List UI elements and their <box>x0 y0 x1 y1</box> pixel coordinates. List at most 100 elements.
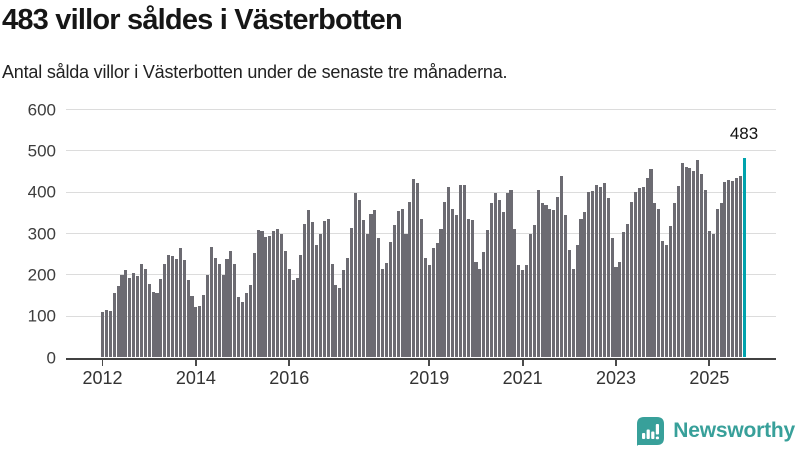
bar <box>202 295 206 358</box>
x-axis-tick <box>428 360 431 366</box>
bar <box>116 286 120 358</box>
y-axis-label: 300 <box>27 224 56 243</box>
bar <box>723 182 727 358</box>
gridline <box>66 191 776 193</box>
chart-title: 483 villor såldes i Västerbotten <box>2 4 403 36</box>
bar <box>244 293 249 358</box>
x-axis-label: 2023 <box>595 368 637 388</box>
bar <box>248 285 252 358</box>
bar <box>583 212 587 358</box>
x-axis-tick <box>288 360 291 366</box>
bar <box>233 263 237 358</box>
bar <box>610 238 614 358</box>
bar <box>493 193 497 358</box>
bar <box>556 196 560 358</box>
bar <box>194 306 198 358</box>
x-axis-line <box>66 357 776 361</box>
bar <box>490 203 494 358</box>
bar <box>513 228 517 358</box>
bar <box>287 268 291 358</box>
bar <box>264 236 268 358</box>
x-axis-label: 2025 <box>689 368 730 388</box>
bar <box>388 241 392 358</box>
bar <box>353 193 357 358</box>
bar <box>528 233 532 358</box>
bar <box>595 185 599 358</box>
bar <box>703 190 708 358</box>
bar <box>692 170 696 358</box>
bar <box>435 243 439 358</box>
bar <box>155 293 159 358</box>
newsworthy-icon <box>637 416 665 446</box>
bar <box>361 220 365 358</box>
bar <box>182 260 186 358</box>
bar <box>707 231 711 358</box>
bar <box>369 213 373 358</box>
bar <box>408 201 412 358</box>
bar <box>338 288 342 358</box>
y-axis-label: 100 <box>27 306 56 326</box>
bar <box>544 204 548 358</box>
bar <box>696 160 700 358</box>
bar <box>497 200 501 358</box>
bar <box>171 255 175 358</box>
bar <box>190 295 194 358</box>
bar <box>602 182 606 358</box>
bar <box>711 233 715 358</box>
bar <box>509 190 513 358</box>
y-axis-label: 500 <box>27 141 56 161</box>
bar <box>458 185 462 358</box>
bar <box>112 293 116 358</box>
gridline <box>66 109 776 110</box>
bar <box>622 231 626 358</box>
bar <box>322 221 326 358</box>
x-axis-label: 2019 <box>409 368 450 388</box>
bar <box>606 198 610 358</box>
y-axis-label: 0 <box>46 348 56 367</box>
x-axis-tick <box>101 360 104 366</box>
y-axis-label: 400 <box>27 182 56 202</box>
bar <box>225 259 229 358</box>
x-axis-label: 2012 <box>82 368 123 388</box>
bar <box>295 277 299 358</box>
x-axis-tick <box>195 360 197 366</box>
bar <box>307 209 311 358</box>
bar <box>466 218 470 358</box>
bar <box>311 222 315 358</box>
gridline <box>66 150 776 152</box>
bar <box>178 248 182 358</box>
bar <box>552 210 556 358</box>
bar <box>198 306 202 358</box>
bar <box>330 263 334 358</box>
bar <box>470 220 474 358</box>
x-axis-label: 2014 <box>175 368 216 388</box>
bar <box>439 228 443 358</box>
bar <box>147 283 151 358</box>
bar <box>548 208 552 358</box>
bar <box>731 180 735 358</box>
bar <box>521 270 525 358</box>
bar <box>571 268 575 358</box>
bar <box>560 176 564 358</box>
bar <box>618 262 622 358</box>
bar <box>633 192 638 358</box>
y-axis-label: 200 <box>27 265 56 285</box>
y-axis-label: 600 <box>27 100 56 119</box>
bar <box>349 227 354 358</box>
bar <box>260 231 264 358</box>
bar <box>139 264 143 358</box>
x-axis-label: 2021 <box>502 368 543 388</box>
bar <box>268 235 272 358</box>
bar <box>357 199 361 358</box>
bar <box>400 208 404 358</box>
bar <box>384 263 389 358</box>
bar <box>221 275 225 358</box>
bar <box>443 201 447 358</box>
bar <box>143 268 147 358</box>
chart-subtitle: Antal sålda villor i Västerbotten under … <box>2 62 508 82</box>
bar <box>174 259 178 358</box>
bar <box>423 258 427 358</box>
bar <box>186 280 190 358</box>
